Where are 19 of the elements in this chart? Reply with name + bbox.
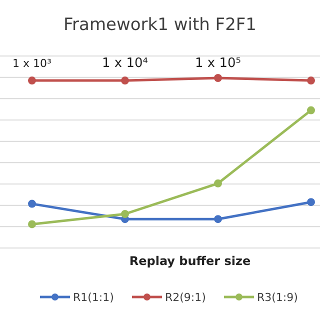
point — [214, 215, 222, 224]
point — [28, 220, 36, 228]
point — [307, 198, 315, 206]
point — [121, 76, 129, 85]
legend-label: R3(1:9) — [257, 291, 298, 304]
point — [121, 210, 129, 218]
point — [214, 179, 222, 188]
legend-label: R1(1:1) — [73, 291, 114, 304]
chart-title: Framework1 with F2F1 — [64, 15, 256, 35]
x-tick-label: 1 x 10⁵ — [195, 56, 241, 71]
x-tick-label: 1 x 10³ — [12, 57, 52, 70]
point — [28, 200, 36, 208]
x-tick-label: 1 x 10⁴ — [102, 56, 148, 71]
point — [28, 76, 36, 85]
point — [307, 76, 315, 85]
point — [307, 106, 315, 114]
point — [214, 74, 222, 82]
x-axis-title: Replay buffer size — [129, 254, 251, 268]
legend-label: R2(9:1) — [165, 291, 206, 304]
